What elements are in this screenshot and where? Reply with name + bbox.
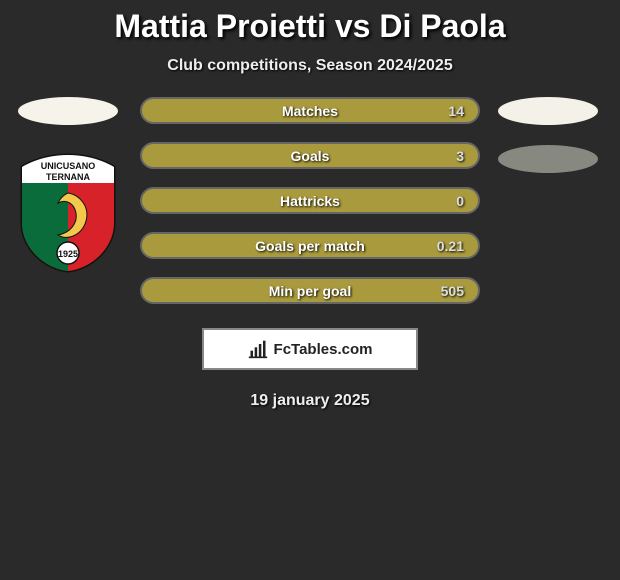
stat-label: Goals	[291, 148, 330, 164]
date-text: 19 january 2025	[0, 392, 620, 410]
comparison-content: UNICUSANO TERNANA 1925 Matches 14 Goals …	[0, 97, 620, 304]
stat-value-right: 505	[441, 283, 464, 299]
left-player-crest: UNICUSANO TERNANA 1925	[18, 153, 118, 273]
stat-label: Matches	[282, 103, 338, 119]
stat-bar: Hattricks 0	[140, 187, 480, 214]
stat-label: Min per goal	[269, 283, 351, 299]
svg-text:1925: 1925	[58, 249, 78, 259]
brand-badge[interactable]: FcTables.com	[202, 328, 418, 370]
subtitle: Club competitions, Season 2024/2025	[0, 57, 620, 75]
bar-chart-icon	[248, 339, 268, 359]
left-player-ellipse	[18, 97, 118, 125]
right-player-ellipse-1	[498, 97, 598, 125]
ternana-crest-icon: UNICUSANO TERNANA 1925	[18, 153, 118, 273]
stat-bar: Goals 3	[140, 142, 480, 169]
stat-bar: Min per goal 505	[140, 277, 480, 304]
stat-label: Goals per match	[255, 238, 365, 254]
stat-value-right: 0.21	[437, 238, 464, 254]
brand-text: FcTables.com	[274, 341, 373, 358]
svg-text:TERNANA: TERNANA	[46, 172, 90, 182]
stat-value-right: 3	[456, 148, 464, 164]
stat-value-right: 14	[448, 103, 464, 119]
stat-value-right: 0	[456, 193, 464, 209]
stat-label: Hattricks	[280, 193, 340, 209]
stat-bars: Matches 14 Goals 3 Hattricks 0 Goals per…	[140, 97, 480, 304]
svg-text:UNICUSANO: UNICUSANO	[41, 161, 96, 171]
page-title: Mattia Proietti vs Di Paola	[0, 0, 620, 45]
left-player-column: UNICUSANO TERNANA 1925	[8, 97, 128, 273]
stat-bar: Goals per match 0.21	[140, 232, 480, 259]
right-player-ellipse-2	[498, 145, 598, 173]
right-player-column	[488, 97, 608, 173]
stat-bar: Matches 14	[140, 97, 480, 124]
